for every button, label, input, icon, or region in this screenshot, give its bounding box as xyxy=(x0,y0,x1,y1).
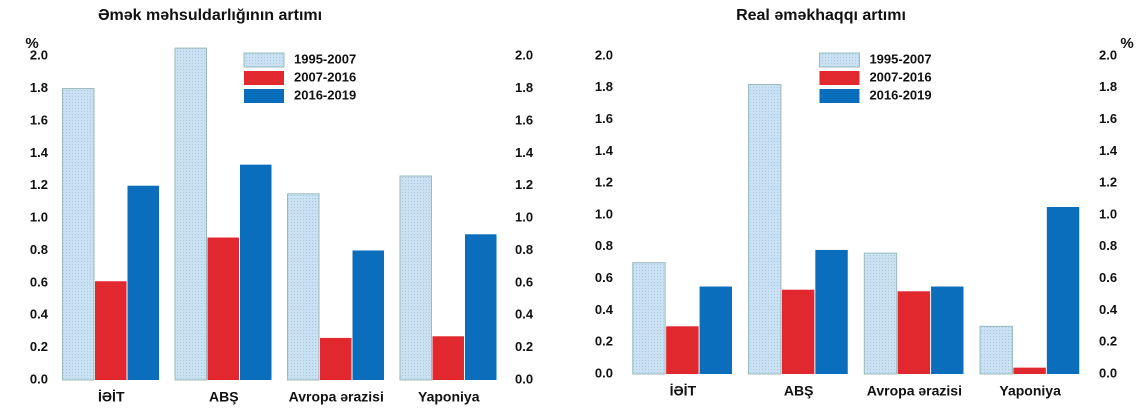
y2-tick-label: 0.8 xyxy=(1099,238,1117,253)
x-tick-label: Yaponiya xyxy=(418,389,480,405)
bar xyxy=(207,237,239,380)
bar xyxy=(352,250,384,380)
bar xyxy=(897,291,931,374)
y-tick-label: 1.2 xyxy=(30,177,48,192)
y2-tick-label: 0.6 xyxy=(515,274,533,289)
x-tick-label: ABŞ xyxy=(784,383,814,399)
y-tick-label: 0.4 xyxy=(30,307,49,322)
bar xyxy=(979,325,1013,375)
y-tick-label: 1.6 xyxy=(595,111,613,126)
legend-swatch xyxy=(244,89,284,103)
y2-tick-label: 1.8 xyxy=(515,80,533,95)
y-tick-label: 1.4 xyxy=(30,145,49,160)
x-tick-label: İƏİT xyxy=(670,383,697,399)
legend-label: 1995-2007 xyxy=(294,51,356,66)
y-tick-label: 1.0 xyxy=(595,206,613,221)
y-tick-label: 1.2 xyxy=(595,175,613,190)
x-tick-label: Avropa ərazisi xyxy=(867,383,962,399)
y2-tick-label: 1.0 xyxy=(1099,206,1117,221)
y2-tick-label: 0.4 xyxy=(1099,302,1118,317)
legend-swatch xyxy=(243,52,285,68)
y2-tick-label: 0.0 xyxy=(515,371,533,386)
y-tick-label: 0.6 xyxy=(30,274,48,289)
x-tick-label: Avropa ərazisi xyxy=(289,389,384,405)
y2-tick-label: 2.0 xyxy=(515,48,533,63)
y2-tick-label: 0.4 xyxy=(515,307,534,322)
legend-swatch xyxy=(819,89,860,103)
y-tick-label: 0.2 xyxy=(30,339,48,354)
legend-label: 2007-2016 xyxy=(869,69,931,84)
legend-label: 1995-2007 xyxy=(869,51,931,66)
y-tick-label: 0.2 xyxy=(595,334,613,349)
legend-label: 2016-2019 xyxy=(869,87,931,102)
y2-tick-label: 1.6 xyxy=(1099,111,1117,126)
y2-tick-label: 0.8 xyxy=(515,242,533,257)
bar xyxy=(432,336,464,380)
y-tick-label: 0.0 xyxy=(595,365,613,380)
y-tick-label: 1.6 xyxy=(30,112,48,127)
legend-label: 2007-2016 xyxy=(294,69,356,84)
bar xyxy=(781,289,815,374)
x-tick-label: İƏİT xyxy=(98,389,125,405)
bar xyxy=(1046,207,1080,374)
bar xyxy=(240,164,272,380)
bar xyxy=(62,88,95,381)
y2-tick-label: 0.0 xyxy=(1099,365,1117,380)
chart-title: Əmək məhsuldarlığının artımı xyxy=(98,7,322,24)
y2-tick-label: 1.0 xyxy=(515,210,533,225)
bar xyxy=(1013,367,1046,374)
y-tick-label: 1.8 xyxy=(595,79,613,94)
y-tick-label: 0.8 xyxy=(30,242,48,257)
y2-tick-label: 1.8 xyxy=(1099,79,1117,94)
y-tick-label: 0.4 xyxy=(595,302,614,317)
y2-tick-label: 0.2 xyxy=(515,339,533,354)
y2-tick-label: 1.4 xyxy=(515,145,534,160)
y-tick-label: 1.0 xyxy=(30,210,48,225)
legend-label: 2016-2019 xyxy=(294,87,356,102)
chart-title: Real əməkhaqqı artımı xyxy=(736,7,906,24)
x-tick-label: ABŞ xyxy=(209,389,239,405)
y-axis-label: % xyxy=(25,35,38,52)
y-tick-label: 0.8 xyxy=(595,238,613,253)
bar xyxy=(287,193,320,381)
y-axis-label: % xyxy=(1120,35,1133,52)
y2-tick-label: 1.6 xyxy=(515,112,533,127)
y2-tick-label: 1.2 xyxy=(1099,175,1117,190)
bar xyxy=(748,84,782,375)
y2-tick-label: 0.2 xyxy=(1099,334,1117,349)
bar xyxy=(95,281,127,380)
y2-tick-label: 0.6 xyxy=(1099,270,1117,285)
legend-swatch xyxy=(818,52,860,68)
y2-tick-label: 2.0 xyxy=(1099,47,1117,62)
bar xyxy=(863,252,898,375)
bar xyxy=(931,286,964,374)
y-tick-label: 1.8 xyxy=(30,80,48,95)
bar xyxy=(320,337,352,380)
bar xyxy=(465,234,497,380)
x-tick-label: Yaponiya xyxy=(999,383,1061,399)
bar xyxy=(632,262,666,375)
bar xyxy=(127,185,159,380)
legend-swatch xyxy=(244,71,284,85)
bar xyxy=(399,175,432,381)
y-tick-label: 2.0 xyxy=(30,48,48,63)
bar xyxy=(699,286,732,374)
bar xyxy=(815,249,848,374)
y2-tick-label: 1.2 xyxy=(515,177,533,192)
y-tick-label: 2.0 xyxy=(595,47,613,62)
y-tick-label: 1.4 xyxy=(595,143,614,158)
legend-swatch xyxy=(819,71,860,85)
y-tick-label: 0.0 xyxy=(30,371,48,386)
bar xyxy=(666,326,699,374)
y2-tick-label: 1.4 xyxy=(1099,143,1118,158)
y-tick-label: 0.6 xyxy=(595,270,613,285)
bar xyxy=(174,47,207,381)
